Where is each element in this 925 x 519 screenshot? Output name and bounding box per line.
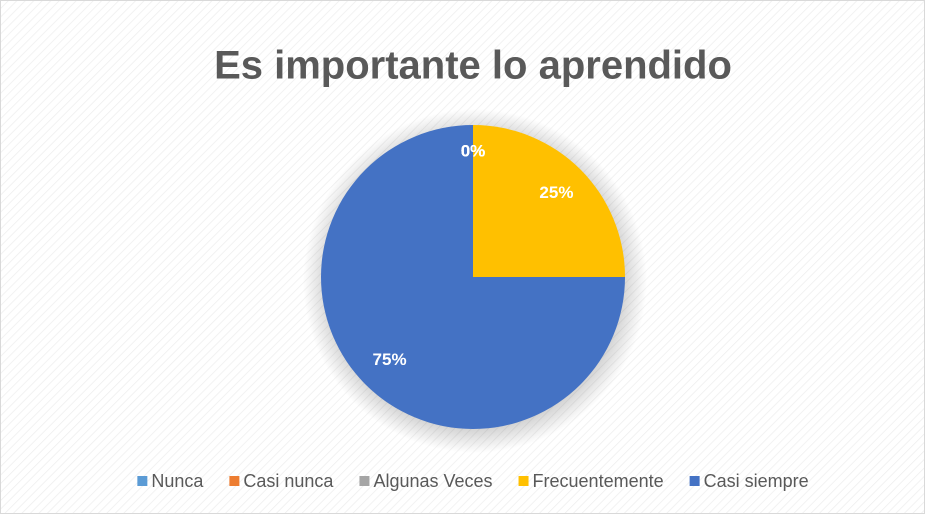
legend-label: Algunas Veces <box>373 471 492 491</box>
data-label: 25% <box>539 183 573 202</box>
legend-label: Nunca <box>151 471 204 491</box>
legend-label: Casi siempre <box>704 471 809 491</box>
data-label: 0% <box>461 141 486 160</box>
chart-title: Es importante lo aprendido <box>214 44 732 88</box>
legend-swatch <box>137 476 148 486</box>
legend-swatch <box>229 476 240 486</box>
data-label: 75% <box>373 350 407 369</box>
legend-label: Casi nunca <box>243 471 334 491</box>
pie-slice <box>321 125 625 429</box>
pie-slice <box>473 125 625 277</box>
legend-swatch <box>518 476 529 486</box>
data-label: 0% <box>461 141 486 160</box>
legend-swatch <box>689 476 700 486</box>
legend-swatch <box>359 476 370 486</box>
legend-label: Frecuentemente <box>533 471 664 491</box>
data-label: 0% <box>461 141 486 160</box>
